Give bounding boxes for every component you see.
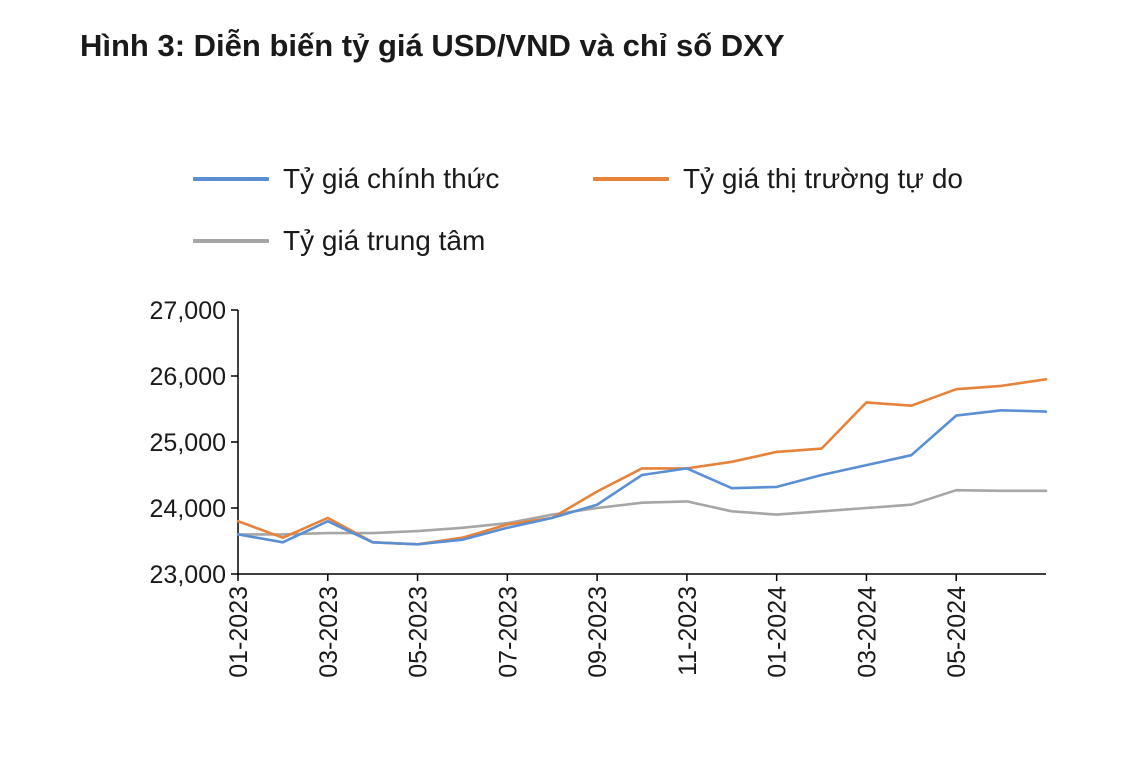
legend-swatch-official — [193, 177, 269, 181]
y-tick-label: 24,000 — [150, 495, 226, 523]
legend-swatch-central — [193, 239, 269, 243]
legend-swatch-free-market — [593, 177, 669, 181]
x-tick-label: 11-2023 — [674, 586, 702, 676]
x-tick-label: 01-2024 — [764, 586, 792, 678]
x-tick-label: 05-2023 — [405, 586, 433, 678]
legend-label-free-market: Tỷ giá thị trường tự do — [683, 163, 963, 194]
series-line-free-market — [236, 377, 1048, 546]
x-tick-label: 09-2023 — [584, 586, 612, 678]
y-tick-label: 23,000 — [150, 561, 226, 589]
legend-item-central: Tỷ giá trung tâm — [193, 225, 485, 257]
series-line-official — [236, 408, 1048, 546]
x-tick-label: 05-2024 — [943, 586, 971, 678]
chart-title: Hình 3: Diễn biến tỷ giá USD/VND và chỉ … — [80, 28, 785, 63]
legend-label-official: Tỷ giá chính thức — [283, 163, 500, 194]
y-tick-label: 25,000 — [150, 429, 226, 457]
legend-item-free-market: Tỷ giá thị trường tự do — [593, 163, 963, 195]
x-tick-label: 03-2024 — [853, 586, 881, 678]
y-tick-label: 27,000 — [150, 297, 226, 325]
x-tick-label: 03-2023 — [315, 586, 343, 678]
legend-label-central: Tỷ giá trung tâm — [283, 225, 486, 256]
legend-item-official: Tỷ giá chính thức — [193, 163, 499, 195]
y-tick-label: 26,000 — [150, 363, 226, 391]
x-tick-label: 01-2023 — [225, 586, 253, 678]
x-tick-label: 07-2023 — [494, 586, 522, 678]
series-line-central — [236, 488, 1048, 536]
